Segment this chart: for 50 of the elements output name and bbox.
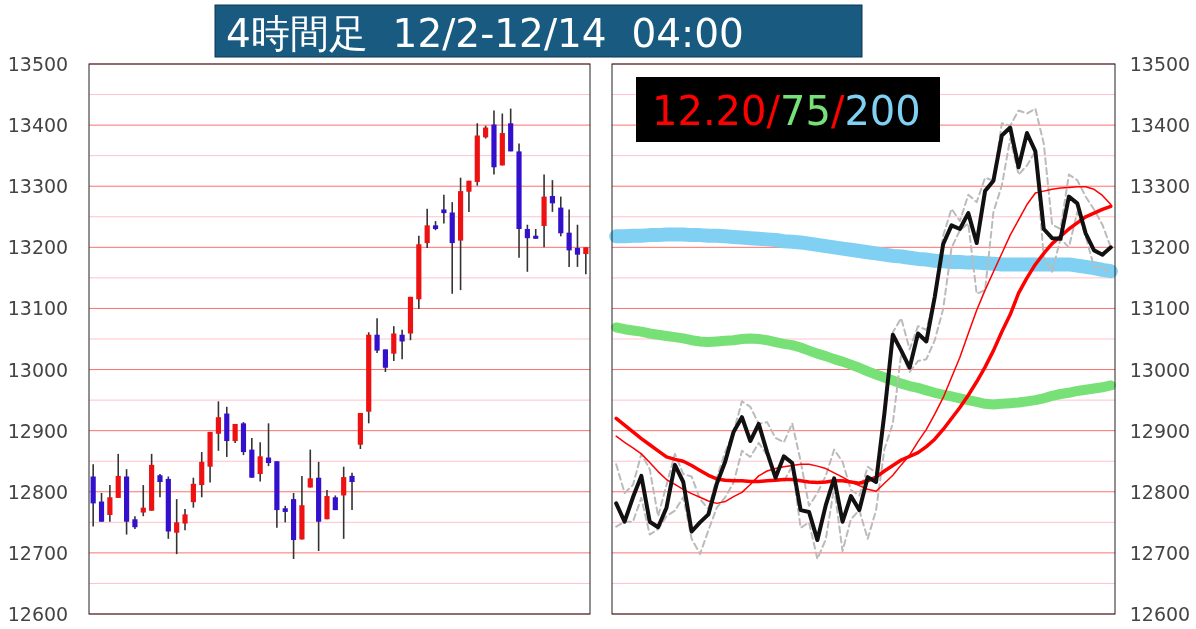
- candlestick: [98, 492, 105, 523]
- candlestick: [391, 325, 397, 362]
- chart-title: 4時間足 12/2-12/14 04:00: [226, 11, 744, 56]
- candlestick: [307, 448, 313, 489]
- y-tick-label: 13500: [7, 53, 69, 75]
- candlestick: [157, 473, 163, 499]
- candlestick: [441, 193, 447, 225]
- candlestick: [374, 317, 380, 354]
- candlestick: [574, 223, 581, 268]
- candlestick: [566, 208, 572, 268]
- y-tick-label: 13400: [7, 114, 69, 137]
- candlestick: [424, 208, 430, 249]
- y-tick-label: 13000: [7, 358, 69, 381]
- y-tick-label: 12900: [7, 419, 69, 442]
- candlestick: [382, 348, 389, 373]
- y-tick-label: 13200: [1129, 236, 1191, 259]
- y-tick-label: 13500: [1129, 53, 1191, 75]
- candlestick: [215, 400, 222, 452]
- candlestick: [282, 505, 288, 524]
- annotation: 12.20/75/200: [652, 88, 921, 134]
- candlestick: [349, 472, 355, 511]
- y-tick-label: 13100: [1129, 297, 1191, 320]
- candlestick: [257, 441, 263, 483]
- y-tick-label: 12800: [7, 480, 69, 503]
- y-tick-label: 12700: [7, 541, 69, 564]
- candlestick: [182, 508, 188, 532]
- y-tick-label: 12800: [1129, 480, 1191, 503]
- candlestick: [524, 223, 530, 273]
- candlestick: [190, 476, 196, 509]
- candlestick: [324, 489, 330, 521]
- candlestick: [341, 465, 347, 540]
- candlestick: [466, 179, 472, 213]
- y-tick-label: 13300: [7, 175, 69, 198]
- candlestick: [174, 498, 180, 555]
- y-tick-label: 13000: [1129, 358, 1191, 381]
- y-tick-label: 13100: [7, 297, 69, 320]
- candlestick: [115, 453, 121, 499]
- y-tick-label: 12600: [7, 603, 69, 625]
- y-tick-label: 12700: [1129, 541, 1191, 564]
- y-tick-label: 13200: [7, 236, 69, 259]
- candlestick: [107, 484, 113, 523]
- candlestick: [199, 451, 205, 499]
- annotation: 12.20/75/200: [636, 77, 940, 142]
- y-tick-label: 13400: [1129, 114, 1191, 137]
- candlestick: [583, 246, 589, 276]
- candlestick: [140, 484, 146, 518]
- y-tick-label: 13300: [1129, 175, 1191, 198]
- candlestick: [549, 179, 556, 213]
- y-tick-label: 12600: [1129, 603, 1191, 625]
- y-tick-label: 12900: [1129, 419, 1191, 442]
